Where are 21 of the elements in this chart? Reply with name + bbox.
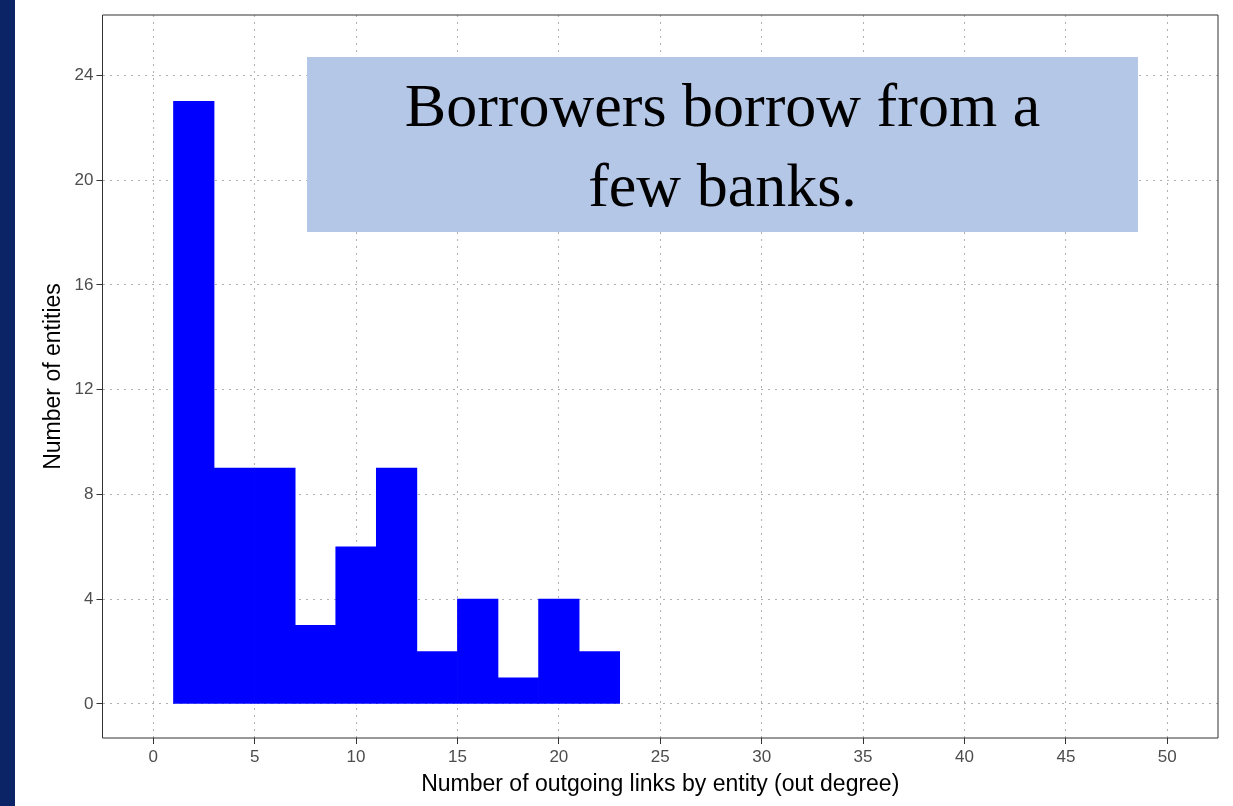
y-tick-label: 4 bbox=[84, 588, 94, 608]
x-tick-label: 30 bbox=[752, 746, 772, 766]
x-tick-label: 10 bbox=[346, 746, 366, 766]
y-tick-label: 20 bbox=[74, 169, 94, 189]
y-tick-label: 0 bbox=[84, 693, 94, 713]
y-tick-label: 16 bbox=[74, 274, 94, 294]
y-tick-label: 24 bbox=[74, 64, 94, 84]
y-axis-title: Number of entities bbox=[39, 283, 66, 470]
x-tick-label: 0 bbox=[148, 746, 158, 766]
x-tick-label: 5 bbox=[249, 746, 260, 766]
x-tick-label: 50 bbox=[1157, 746, 1177, 766]
annotation: Borrowers borrow from a few banks. bbox=[307, 57, 1138, 232]
x-tick-label: 35 bbox=[853, 746, 873, 766]
x-tick-label: 40 bbox=[955, 746, 974, 766]
x-tick-label: 15 bbox=[447, 746, 467, 766]
x-tick-label: 45 bbox=[1056, 746, 1076, 766]
y-tick-label: 8 bbox=[84, 484, 94, 504]
x-axis-title: Number of outgoing links by entity (out degree) bbox=[421, 769, 900, 796]
y-tick-label: 12 bbox=[74, 379, 94, 399]
x-tick-label: 25 bbox=[650, 746, 670, 766]
x-tick-label: 20 bbox=[549, 746, 569, 766]
